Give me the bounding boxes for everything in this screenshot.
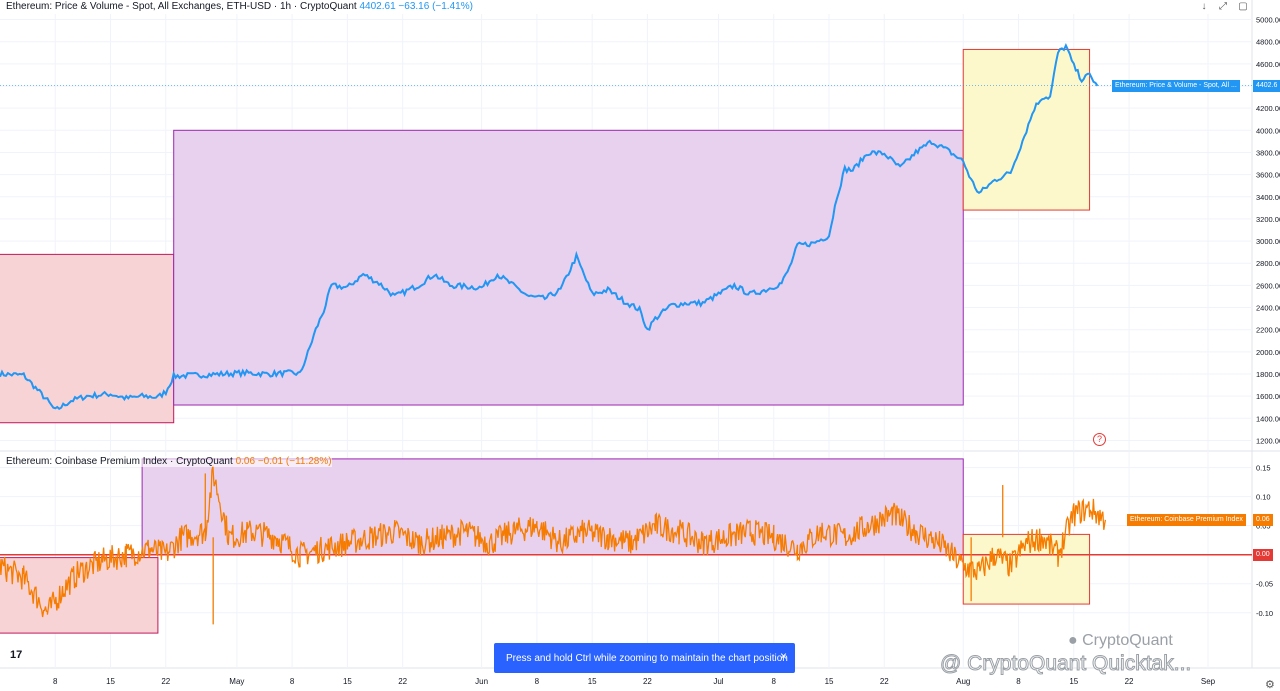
x-tick-label: Jun — [475, 677, 488, 686]
x-tick-label: 15 — [343, 677, 352, 686]
brand-name: CryptoQuant — [1082, 632, 1173, 649]
y-tick-label: 2800.00 — [1256, 259, 1280, 268]
y-tick-label: 1400.00 — [1256, 414, 1280, 423]
y-tick-label: 1200.00 — [1256, 436, 1280, 445]
price-last-value-tag: 4402.6 — [1253, 79, 1280, 92]
price-pane-header: Ethereum: Price & Volume - Spot, All Exc… — [6, 1, 473, 12]
restore-pane-icon[interactable]: ▢ — [1238, 1, 1248, 12]
x-tick-label: May — [229, 677, 244, 686]
x-tick-label: 15 — [1069, 677, 1078, 686]
brand-logo: ● CryptoQuant — [1068, 632, 1173, 649]
x-tick-label: 22 — [161, 677, 170, 686]
y-tick-label: 3200.00 — [1256, 215, 1280, 224]
tradingview-logo: 17 — [10, 649, 23, 661]
x-tick-label: 8 — [1016, 677, 1021, 686]
y-tick-label: 3000.00 — [1256, 237, 1280, 246]
collapse-pane-icon[interactable]: ↓ — [1201, 1, 1207, 12]
premium-series-title: Ethereum: Coinbase Premium Index · Crypt… — [6, 456, 233, 467]
price-series-last-label: Ethereum: Price & Volume - Spot, All ... — [1112, 79, 1240, 92]
y-tick-label: 1800.00 — [1256, 370, 1280, 379]
y-tick-label: 4200.00 — [1256, 104, 1280, 113]
price-series-title: Ethereum: Price & Volume - Spot, All Exc… — [6, 1, 357, 12]
y-tick-label: -0.05 — [1256, 580, 1273, 589]
y-tick-label: 0.05 — [1256, 522, 1271, 531]
gear-icon[interactable]: ⚙ — [1265, 679, 1275, 691]
premium-series-last-label: Ethereum: Coinbase Premium Index — [1127, 513, 1246, 526]
price-current-value: 4402.61 — [359, 1, 396, 12]
premium-box-pink — [0, 557, 159, 634]
zoom-hint-message: Press and hold Ctrl while zooming to mai… — [506, 653, 788, 664]
y-tick-label: 2200.00 — [1256, 326, 1280, 335]
y-tick-label: -0.10 — [1256, 609, 1273, 618]
x-tick-label: 22 — [398, 677, 407, 686]
premium-last-value-tag: 0.06 — [1253, 513, 1273, 526]
y-tick-label: 2000.00 — [1256, 348, 1280, 357]
premium-current-value: 0.06 — [235, 456, 256, 467]
x-tick-label: 22 — [643, 677, 652, 686]
x-tick-label: Aug — [956, 677, 970, 686]
x-tick-label: Sep — [1201, 677, 1216, 686]
premium-series-line — [0, 465, 1107, 618]
y-tick-label: 4000.00 — [1256, 126, 1280, 135]
y-tick-label: 2600.00 — [1256, 281, 1280, 290]
x-tick-label: 8 — [290, 677, 295, 686]
y-tick-label: 0.10 — [1256, 493, 1271, 502]
maximize-pane-icon[interactable]: ⤢ — [1219, 1, 1227, 12]
watermark: @ CryptoQuant Quicktak... — [939, 652, 1192, 676]
x-tick-label: 8 — [53, 677, 58, 686]
y-tick-label: 2400.00 — [1256, 304, 1280, 313]
y-tick-label: 3600.00 — [1256, 171, 1280, 180]
y-tick-label: 4600.00 — [1256, 60, 1280, 69]
premium-box-purple — [141, 458, 964, 556]
close-icon[interactable]: × — [779, 649, 787, 663]
series-lines — [0, 42, 1252, 625]
help-icon[interactable]: ? — [1093, 433, 1106, 446]
x-tick-label: 15 — [825, 677, 834, 686]
y-tick-label: 3400.00 — [1256, 193, 1280, 202]
x-tick-label: 22 — [1125, 677, 1134, 686]
premium-zero-tag: 0.00 — [1253, 548, 1273, 561]
y-tick-label: 4800.00 — [1256, 38, 1280, 47]
y-tick-label: 3800.00 — [1256, 148, 1280, 157]
price-box-pink — [0, 253, 175, 424]
x-tick-label: 8 — [772, 677, 777, 686]
x-tick-label: Jul — [713, 677, 723, 686]
x-tick-label: 22 — [880, 677, 889, 686]
axes: 8 15 22 May 8 15 22 Jun 8 15 22 Jul 8 15 22 Aug 8 15 22 Sep… — [53, 16, 1280, 686]
price-change: −63.16 (−1.41%) — [398, 1, 473, 12]
price-series-line — [0, 42, 1099, 411]
premium-box-yellow — [962, 533, 1091, 605]
y-tick-label: 1600.00 — [1256, 392, 1280, 401]
zoom-hint-toast: Press and hold Ctrl while zooming to mai… — [494, 643, 795, 673]
premium-pane-header: Ethereum: Coinbase Premium Index · Crypt… — [6, 456, 332, 467]
y-tick-label: 0.15 — [1256, 464, 1271, 473]
x-tick-label: 8 — [535, 677, 540, 686]
price-box-purple — [173, 129, 964, 406]
x-tick-label: 15 — [106, 677, 115, 686]
y-tick-label: 5000.00 — [1256, 16, 1280, 25]
x-tick-label: 15 — [588, 677, 597, 686]
premium-change: −0.01 (−11.28%) — [257, 456, 332, 467]
